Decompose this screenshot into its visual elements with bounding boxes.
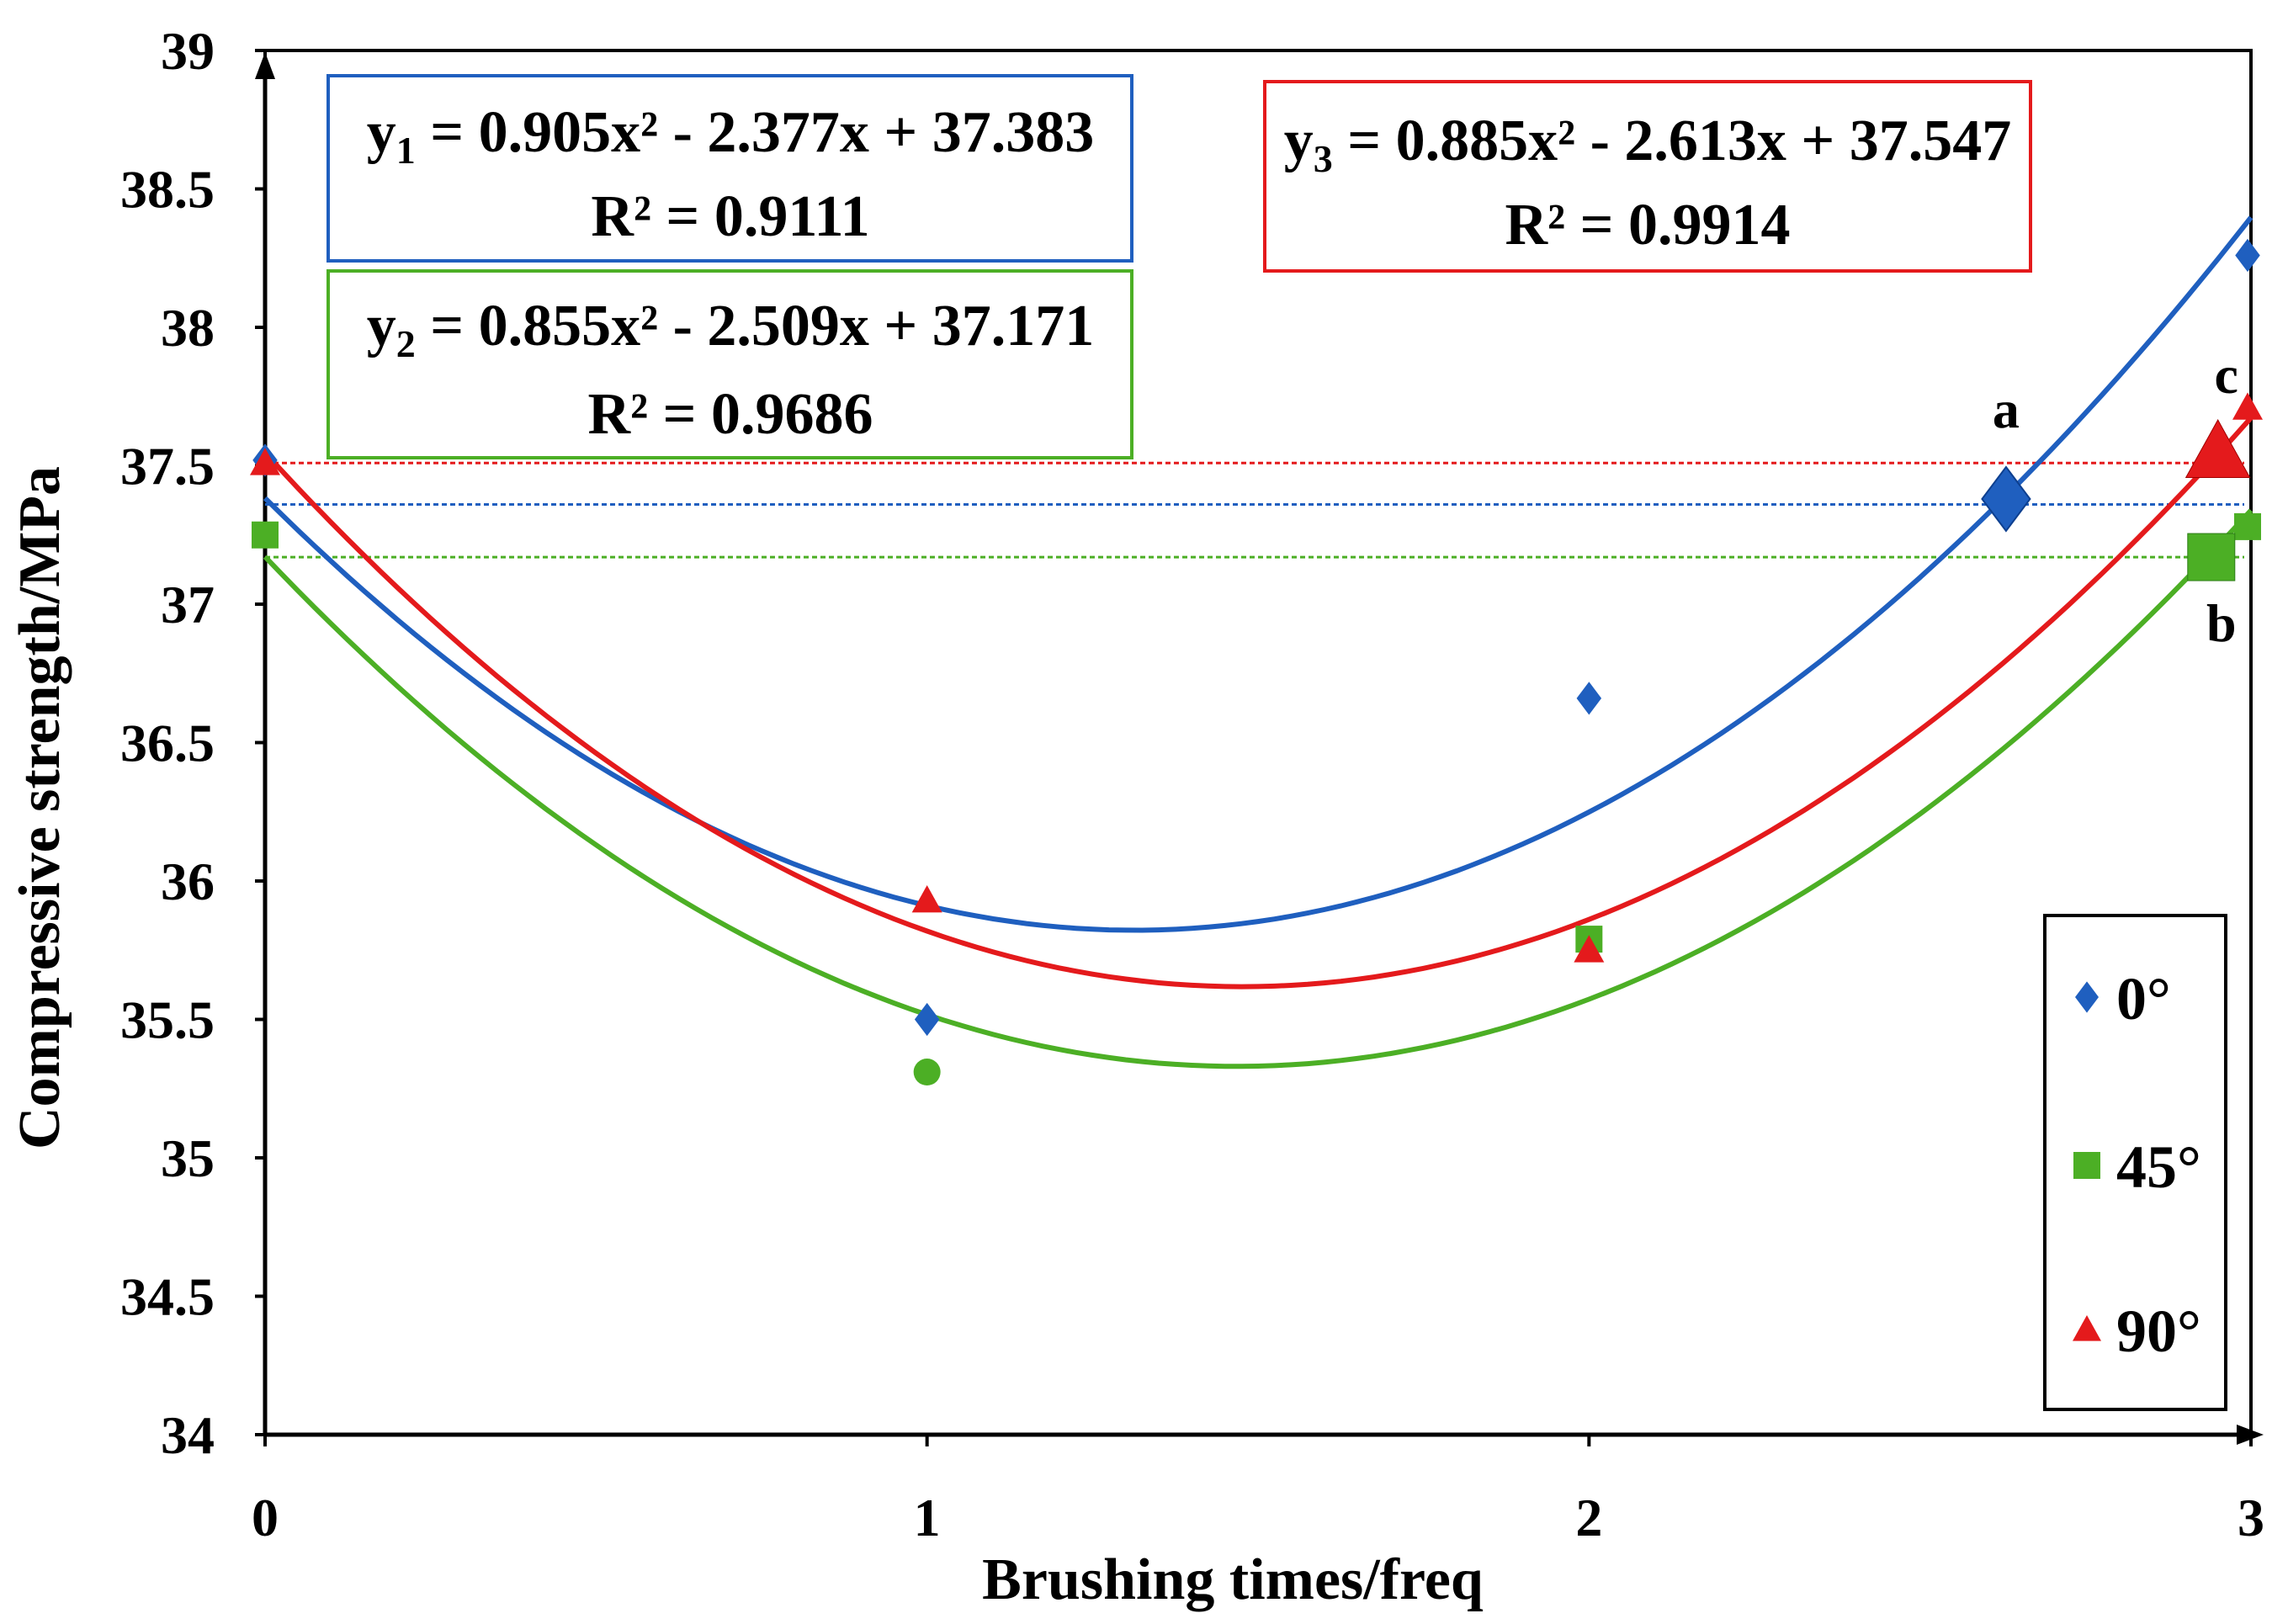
fit-curve bbox=[263, 215, 2253, 933]
data-point bbox=[913, 1059, 941, 1086]
data-point bbox=[2234, 512, 2261, 540]
data-point bbox=[2235, 238, 2260, 273]
y-axis-arrow bbox=[255, 52, 275, 79]
legend-swatch bbox=[2073, 1315, 2101, 1341]
y-tick-label: 35 bbox=[161, 1128, 215, 1188]
equation-45deg: y2 = 0.855x² - 2.509x + 37.171 bbox=[367, 294, 1095, 365]
y-tick-label: 36 bbox=[161, 852, 215, 911]
x-tick-label: 2 bbox=[1575, 1488, 1602, 1547]
data-point bbox=[1576, 682, 1602, 715]
data-point bbox=[250, 448, 280, 475]
key-point-label: c bbox=[2214, 345, 2238, 405]
key-point-marker bbox=[1981, 465, 2031, 533]
data-point bbox=[914, 1002, 940, 1037]
legend-swatch bbox=[2075, 981, 2099, 1013]
data-point bbox=[1574, 935, 1605, 963]
y-tick-label: 34.5 bbox=[120, 1267, 215, 1327]
legend-label: 45° bbox=[2116, 1133, 2201, 1201]
y-tick-label: 36.5 bbox=[120, 714, 215, 773]
y-tick-label: 35.5 bbox=[120, 990, 215, 1050]
legend-label: 0° bbox=[2116, 965, 2171, 1032]
data-point bbox=[911, 885, 942, 913]
data-point bbox=[252, 521, 279, 549]
r2-45deg: R² = 0.9686 bbox=[588, 382, 873, 447]
y-tick-label: 38 bbox=[161, 298, 215, 358]
y-tick-label: 39 bbox=[161, 21, 215, 81]
fit-curve bbox=[263, 416, 2253, 990]
y-tick-label: 38.5 bbox=[120, 160, 215, 220]
data-point bbox=[2232, 392, 2263, 420]
x-tick-label: 1 bbox=[914, 1488, 941, 1547]
equation-box-90deg: y3 = 0.885x² - 2.613x + 37.547 R² = 0.99… bbox=[1263, 80, 2032, 273]
legend: 0° 45° 90° bbox=[2043, 914, 2227, 1411]
y-tick-label: 34 bbox=[161, 1405, 215, 1465]
legend-swatch bbox=[2073, 1152, 2100, 1179]
key-point-label: a bbox=[1993, 379, 2020, 439]
r2-90deg: R² = 0.9914 bbox=[1505, 193, 1791, 257]
equation-box-0deg: y1 = 0.905x² - 2.377x + 37.383 R² = 0.91… bbox=[326, 74, 1133, 263]
key-point-marker bbox=[2184, 419, 2251, 478]
x-tick-label: 0 bbox=[252, 1488, 279, 1547]
equation-box-45deg: y2 = 0.855x² - 2.509x + 37.171 R² = 0.96… bbox=[326, 269, 1133, 459]
y-axis-title: Compressive strength/MPa bbox=[8, 466, 72, 1149]
x-tick-label: 3 bbox=[2238, 1488, 2264, 1547]
y-tick-label: 37 bbox=[161, 575, 215, 634]
fit-curve bbox=[263, 508, 2253, 1069]
y-tick-label: 37.5 bbox=[120, 437, 215, 496]
key-point-marker bbox=[2187, 533, 2236, 581]
key-point-label: b bbox=[2206, 593, 2237, 653]
equation-0deg: y1 = 0.905x² - 2.377x + 37.383 bbox=[367, 100, 1095, 172]
equation-90deg: y3 = 0.885x² - 2.613x + 37.547 bbox=[1284, 109, 2012, 180]
legend-label: 90° bbox=[2116, 1298, 2201, 1365]
x-axis-title: Brushing times/freq bbox=[982, 1547, 1484, 1612]
r2-0deg: R² = 0.9111 bbox=[591, 184, 869, 249]
